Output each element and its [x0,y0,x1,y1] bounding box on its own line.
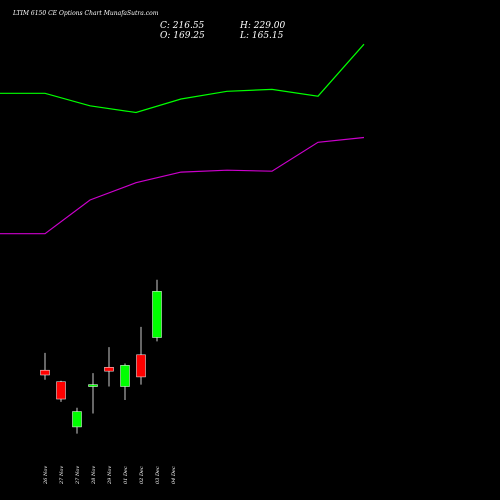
high-value: H: 229.00 [239,21,286,31]
candle [152,279,162,342]
candle-body [56,381,66,400]
x-tick-label: 27 Nov [75,466,81,485]
indicator-line-1 [0,43,365,114]
candle-body [120,365,130,387]
candles [40,279,162,434]
open-value: O: 169.25 [160,31,205,41]
candle [104,347,114,387]
indicator-lines [0,43,365,235]
x-tick-label: 28 Nov [91,466,97,485]
candle [88,373,98,414]
candle [120,363,130,400]
candle [136,326,146,385]
candle [56,380,66,402]
candle-body [136,354,146,378]
x-tick-label: 02 Dec [139,466,145,484]
candle [40,352,50,380]
chart-title: LTIM 6150 CE Options Chart MunafaSutra.c… [12,10,159,17]
candle-body [72,411,82,428]
candle-body [40,369,50,376]
close-value: C: 216.55 [160,21,205,31]
indicator-line-2 [0,136,365,235]
x-tick-label: 03 Dec [155,466,161,484]
x-tick-label: 26 Nov [43,466,49,485]
candle-body [152,291,162,338]
x-axis-ticks: 26 Nov 27 Nov 27 Nov 28 Nov 29 Nov 01 Dec 02 D… [43,466,177,485]
x-tick-label: 01 Dec [123,466,129,484]
candle-body [88,384,98,387]
x-tick-label: 27 Nov [59,466,65,485]
candle [72,407,82,434]
candle-body [104,367,114,372]
x-tick-label: 04 Dec [171,466,177,484]
low-value: L: 165.15 [239,31,284,41]
x-tick-label: 29 Nov [107,466,113,485]
